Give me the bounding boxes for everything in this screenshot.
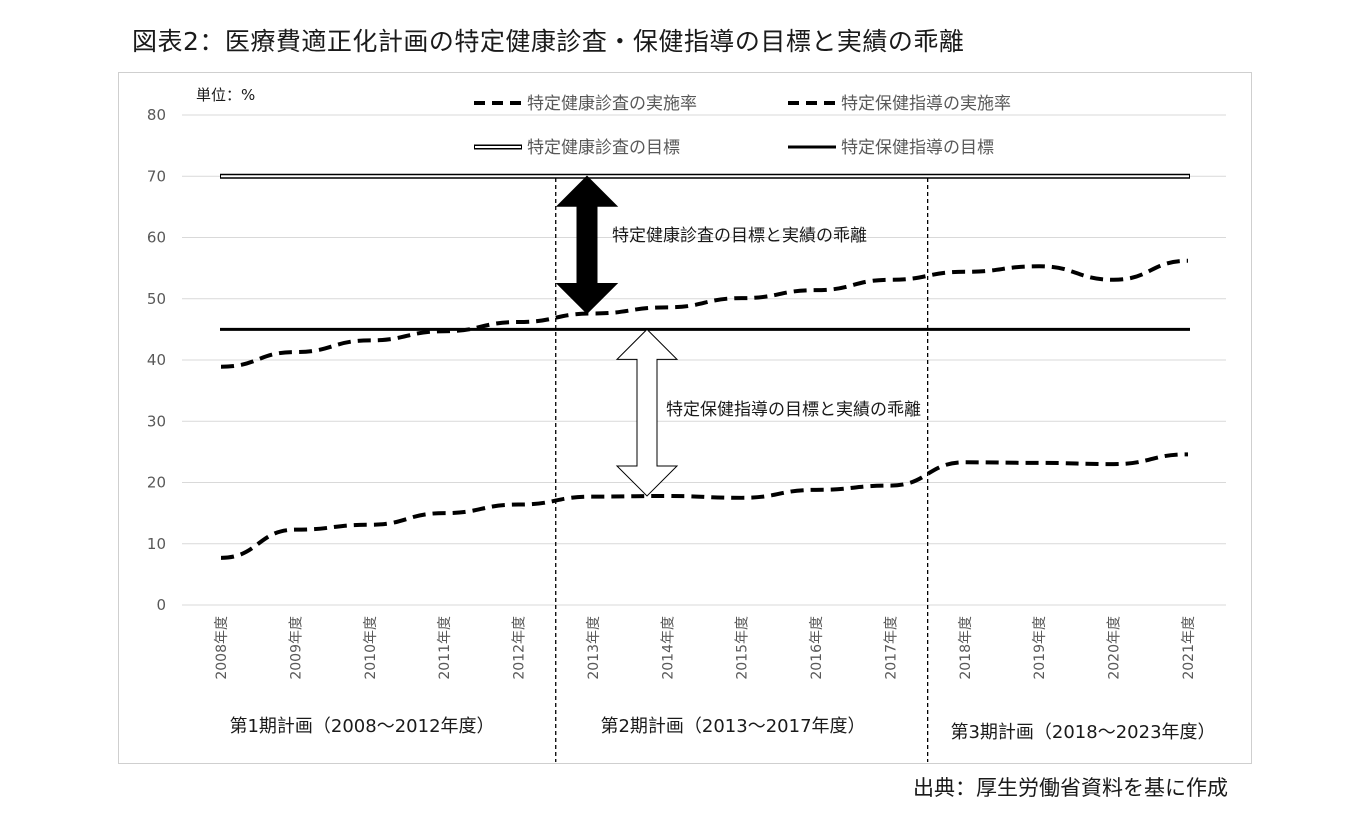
gap-label-checkup: 特定健康診査の目標と実績の乖離: [612, 226, 867, 246]
gap-arrow-checkup: [555, 175, 619, 315]
target-lines: [220, 173, 1190, 331]
y-tick-label: 70: [147, 167, 166, 185]
x-tick-label: 2015年度: [735, 616, 751, 680]
legend-label: 特定健康診査の目標: [527, 138, 680, 158]
legend-label: 特定保健指導の実施率: [841, 94, 1011, 114]
x-tick-label: 2013年度: [586, 616, 602, 680]
x-tick-label: 2016年度: [809, 616, 825, 680]
x-tick-label: 2020年度: [1107, 616, 1123, 680]
period-label: 第1期計画（2008～2012年度）: [229, 716, 494, 737]
x-tick-label: 2010年度: [363, 616, 379, 680]
y-tick-label: 10: [147, 535, 166, 553]
x-tick-label: 2021年度: [1181, 616, 1197, 680]
gap-arrow-guidance: [615, 328, 679, 497]
figure-title: 図表2：医療費適正化計画の特定健康診査・保健指導の目標と実績の乖離: [132, 27, 965, 56]
y-tick-label: 40: [147, 351, 166, 369]
period-label: 第2期計画（2013～2017年度）: [600, 716, 865, 737]
source-note: 出典：厚生労働省資料を基に作成: [913, 776, 1228, 800]
x-axis-ticks: 2008年度 2009年度 2010年度 2011年度 2012年度 2013年度 2014…: [214, 616, 1197, 680]
x-tick-label: 2017年度: [883, 616, 899, 680]
y-tick-label: 30: [147, 412, 166, 430]
gap-label-guidance: 特定保健指導の目標と実績の乖離: [666, 400, 921, 420]
series-lines: [220, 258, 1189, 560]
period-dividers: 第1期計画（2008～2012年度） 第2期計画（2013～2017年度） 第3期計…: [229, 178, 1216, 762]
x-tick-label: 2009年度: [288, 616, 304, 680]
gridlines: [182, 114, 1226, 606]
legend-label: 特定保健指導の目標: [841, 138, 994, 158]
y-tick-label: 50: [147, 290, 166, 308]
y-axis-ticks: 0 10 20 30 40 50 60 70 80: [147, 106, 166, 614]
unit-label: 単位：%: [196, 86, 255, 104]
x-tick-label: 2008年度: [214, 616, 230, 680]
period-label: 第3期計画（2018～2023年度）: [950, 722, 1215, 743]
x-tick-label: 2012年度: [512, 616, 528, 680]
x-tick-label: 2019年度: [1032, 616, 1048, 680]
y-tick-label: 20: [147, 474, 166, 492]
y-tick-label: 80: [147, 106, 166, 124]
x-tick-label: 2011年度: [437, 616, 453, 680]
x-tick-label: 2018年度: [958, 616, 974, 680]
legend-label: 特定健康診査の実施率: [527, 94, 697, 114]
x-tick-label: 2014年度: [660, 616, 676, 680]
series-line: [220, 258, 1189, 369]
y-tick-label: 0: [156, 596, 166, 614]
chart-frame: [118, 72, 1252, 764]
y-tick-label: 60: [147, 229, 166, 247]
series-line: [220, 452, 1189, 560]
